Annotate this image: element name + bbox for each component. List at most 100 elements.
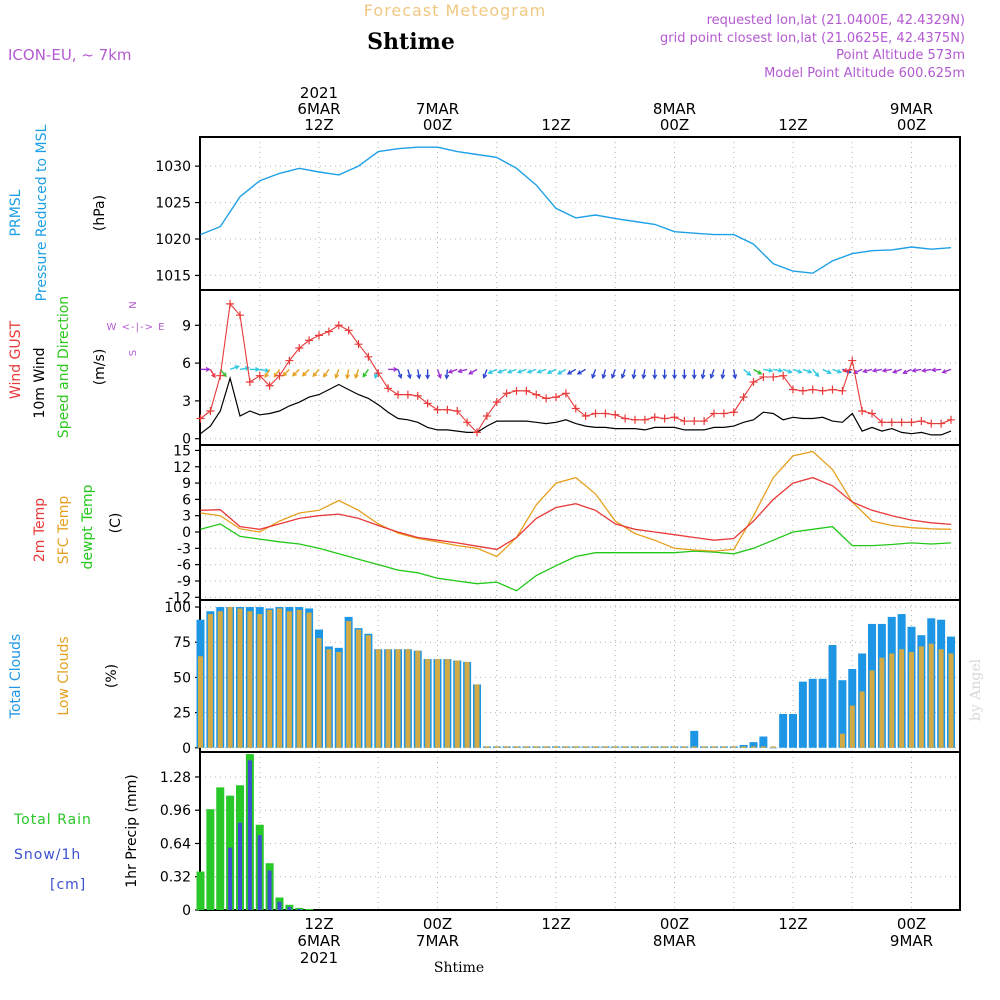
wind-gust-marker: [650, 413, 659, 422]
wind-barb-head: [902, 369, 908, 375]
precip-ytick-label: 0: [182, 903, 191, 919]
low-cloud-bar: [899, 649, 905, 748]
total-cloud-bar: [808, 678, 817, 748]
wind-barb: [782, 368, 792, 374]
temp-ytick-label: 15: [173, 443, 191, 459]
requested-coords: requested lon,lat (21.0400E, 42.4329N): [707, 13, 965, 28]
wind-gust-marker: [403, 390, 412, 399]
wind-barb: [701, 369, 705, 379]
low-cloud-bar: [751, 746, 756, 748]
wind-frame: [199, 289, 961, 446]
low-cloud-bar: [622, 746, 628, 748]
top-time-label: 9MAR: [890, 100, 933, 118]
top-time-label: 12Z: [778, 116, 807, 134]
wind-gust-marker: [779, 371, 788, 380]
low-cloud-bar: [326, 649, 332, 748]
low-cloud-bar: [681, 746, 687, 748]
wind-barb: [892, 368, 902, 374]
wind-gust-marker: [621, 414, 630, 423]
wind-10m-line: [200, 375, 952, 436]
wind-barb: [843, 368, 853, 372]
compass-north: N: [128, 301, 139, 308]
top-time-label: 8MAR: [653, 100, 696, 118]
wind-gust-marker: [927, 419, 936, 428]
wind-10m-label: 10m Wind: [32, 347, 48, 418]
wind-barb: [547, 368, 557, 374]
wind-gust-marker: [502, 389, 511, 398]
wind-barb: [497, 368, 507, 374]
wind-gust-marker: [364, 352, 373, 361]
wind-barb-head: [757, 370, 763, 375]
wind-barb: [822, 368, 832, 374]
wind-gust-marker: [226, 299, 235, 308]
wind-gust-marker: [631, 415, 639, 424]
wind-barb: [632, 369, 636, 379]
low-cloud-bar: [543, 746, 549, 748]
wind-barb-head: [641, 374, 647, 380]
wind-barb: [323, 368, 330, 378]
low-cloud-bar: [770, 746, 776, 748]
wind-barb: [621, 369, 626, 379]
temp-ytick-label: 9: [182, 476, 191, 492]
model-altitude: Model Point Altitude 600.625m: [764, 66, 965, 81]
wind-gust-marker: [236, 311, 244, 320]
low-cloud-bar: [652, 746, 658, 748]
wind-gust-marker: [937, 419, 946, 428]
pressure-ytick-label: 1020: [155, 232, 191, 248]
sfc-temp-line: [200, 450, 952, 558]
wind-barb: [853, 368, 863, 374]
wind-barb: [259, 368, 269, 372]
wind-barb: [507, 368, 517, 374]
low-cloud-bar: [563, 746, 569, 748]
low-cloud-bar: [247, 611, 253, 748]
low-cloud-bar: [217, 611, 223, 748]
wind-barb-head: [345, 374, 351, 380]
wind-barb: [872, 368, 882, 372]
total-cloud-bar: [759, 736, 768, 748]
wind-gust-marker: [334, 321, 343, 330]
snow-bar: [287, 906, 292, 910]
wind-gust-marker: [542, 394, 551, 403]
low-cloud-bar: [484, 746, 490, 748]
wind-barb-head: [496, 369, 503, 374]
rain-bar: [216, 787, 225, 910]
wind-gust-marker: [295, 343, 304, 352]
wind-gust-marker: [897, 418, 906, 427]
low-cloud-bar: [938, 649, 944, 748]
wind-barb-head: [506, 369, 513, 374]
pressure-ytick-label: 1015: [155, 268, 191, 284]
wind-gust-marker: [315, 331, 323, 340]
temp-2m-line: [200, 476, 952, 551]
snow-unit-label: [cm]: [50, 877, 86, 893]
wind-barb-head: [672, 374, 677, 380]
low-cloud-bar: [918, 646, 924, 748]
wind-gust-marker: [690, 417, 699, 426]
wind-gust-marker: [818, 386, 827, 395]
wind-barb-head: [852, 369, 858, 375]
wind-barb-head: [826, 369, 832, 375]
wind-barb: [642, 369, 646, 379]
wind-barb-head: [407, 374, 412, 380]
wind-barb-head: [720, 374, 726, 380]
wind-gust-marker: [423, 399, 432, 408]
cloud-unit: (%): [104, 664, 120, 688]
bottom-time-label: 9MAR: [890, 932, 933, 950]
wind-barb-head: [662, 374, 668, 380]
total-cloud-bar: [769, 747, 778, 749]
low-cloud-bar: [760, 746, 766, 748]
low-cloud-bar: [257, 614, 263, 748]
wind-gust-marker: [640, 415, 649, 424]
wind-gust-marker: [700, 417, 709, 426]
temp-ytick-label: -6: [177, 558, 191, 574]
wind-barb-head: [416, 374, 422, 380]
wind-barb-head: [447, 369, 453, 374]
rain-bar: [196, 871, 205, 910]
total-cloud-bar: [838, 680, 847, 748]
wind-barb-head: [487, 369, 493, 375]
wind-gust-marker: [808, 385, 817, 394]
wind-barb: [264, 369, 271, 378]
top-time-label: 00Z: [423, 116, 452, 134]
low-cloud-bar: [711, 746, 717, 748]
wind-barb: [483, 369, 488, 379]
bottom-time-label: 12Z: [541, 915, 570, 933]
